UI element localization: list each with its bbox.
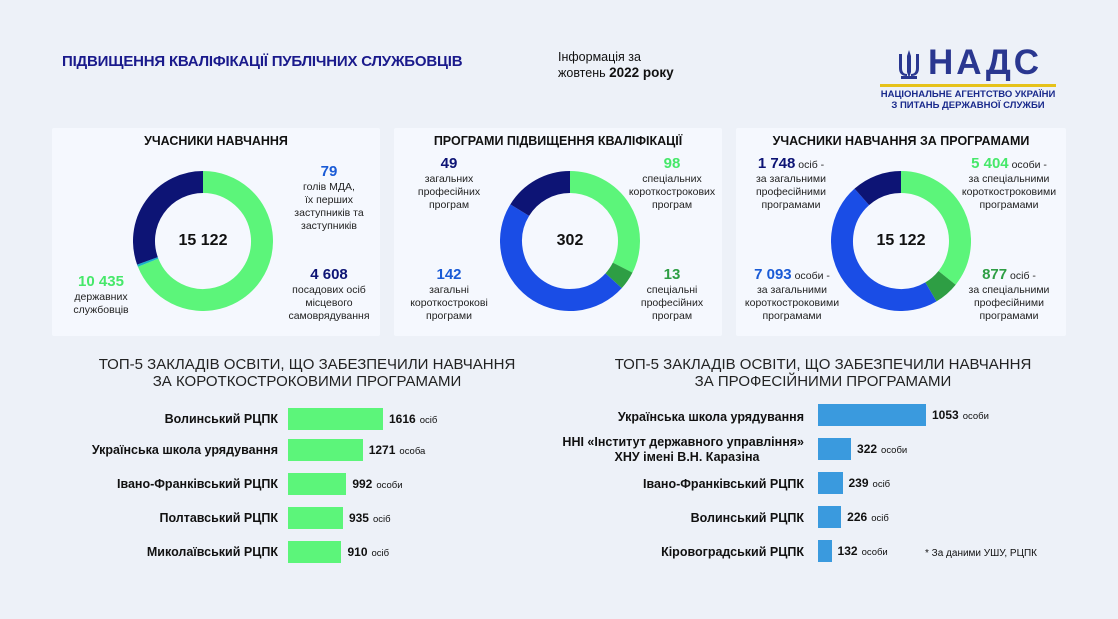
label-1748: 1 748 осіб - за загальними професійними … [755,155,827,211]
bar [288,541,342,563]
bar [818,540,832,562]
panel-title: УЧАСНИКИ НАВЧАННЯ ЗА ПРОГРАМАМИ [772,134,1030,148]
bar2-category: Кіровоградський РЦПК [661,545,804,559]
donut-slice [831,188,937,311]
top5-short-title: ТОП-5 ЗАКЛАДІВ ОСВІТИ, ЩО ЗАБЕЗПЕЧИЛИ НА… [98,356,516,390]
bar [818,438,852,460]
bar2-category: Українська школа урядування [617,410,804,424]
bar1-category: Волинський РЦПК [164,412,278,426]
donut-slice [569,171,640,273]
bar1-category: Полтавський РЦПК [159,511,278,525]
label-13: 13 спеціальні професійних програм [640,266,704,322]
label-7093: 7 093 особи - за загальними короткострок… [744,266,840,322]
donut-total: 302 [556,232,584,249]
bar-value-label: 239 осіб [848,476,891,490]
donut-chart-programs [500,171,640,311]
label-877: 877 осіб - за спеціальними професійними … [968,266,1050,322]
label-5404: 5 404 особи - за спеціальними короткостр… [961,155,1057,211]
label-142: 142 загальні короткострокові програми [410,266,488,322]
label-10435: 10 435 державних службовців [73,273,129,316]
donut-slice [924,270,956,302]
bar [288,439,363,461]
logo-underline [880,84,1056,87]
bar-value-label: 226 осіб [847,510,889,524]
panel-participants: УЧАСНИКИ НАВЧАННЯ 15 122 79 голів МДА, ї… [52,128,380,336]
top5-professional-title: ТОП-5 ЗАКЛАДІВ ОСВІТИ, ЩО ЗАБЕЗПЕЧИЛИ НА… [614,356,1032,390]
donut-slice [510,171,571,217]
bar-value-label: 1616 осіб [389,412,438,426]
panel-title: УЧАСНИКИ НАВЧАННЯ [144,134,288,148]
logo-subtitle: НАЦІОНАЛЬНЕ АГЕНТСТВО УКРАЇНИ З ПИТАНЬ Д… [880,89,1056,111]
donut-slice [900,171,971,285]
report-period: Інформація за жовтень 2022 року [558,49,674,81]
bar [818,472,843,494]
donut-slice [137,257,159,267]
donut-slice [133,171,204,265]
donut-total: 15 122 [178,232,228,249]
bar-value-label: 132 особи [837,544,888,558]
bar-value-label: 935 осіб [348,511,391,525]
trident-icon [899,50,919,79]
info-line2: жовтень 2022 року [558,65,674,80]
label-98: 98 спеціальних короткострокових програм [628,155,716,211]
donut-chart-participants-by-program [831,171,971,311]
panel-title: ПРОГРАМИ ПІДВИЩЕННЯ КВАЛІФІКАЦІЇ [433,134,683,148]
donut-chart-participants [133,171,273,311]
bar2-category: Івано-Франківський РЦПК [642,477,804,491]
bar2-category: Волинський РЦПК [690,511,804,525]
panel-programs: ПРОГРАМИ ПІДВИЩЕННЯ КВАЛІФІКАЦІЇ 302 49 … [394,128,722,336]
label-4608: 4 608 посадових осіб місцевого самовряду… [288,266,370,322]
panel-participants-by-program: УЧАСНИКИ НАВЧАННЯ ЗА ПРОГРАМАМИ 15 122 1… [736,128,1066,336]
bar1-category: Івано-Франківський РЦПК [116,477,278,491]
bar-value-label: 1271 особа [368,443,426,457]
bar-value-label: 992 особи [352,477,403,491]
bar [818,506,842,528]
donut-slice [500,204,622,311]
bar [818,404,926,426]
donut-slice [605,262,633,289]
bar [288,408,383,430]
bar-value-label: 322 особи [857,442,908,456]
bar1-category: Миколаївський РЦПК [146,545,278,559]
donut-slice [137,171,273,311]
label-79: 79 голів МДА, їх перших заступників та з… [294,163,364,232]
bar-value-label: 1053 особи [932,408,989,422]
page-title: ПІДВИЩЕННЯ КВАЛІФІКАЦІЇ ПУБЛІЧНИХ СЛУЖБО… [62,53,463,70]
info-line1: Інформація за [558,50,641,64]
logo-text: НАДС [928,43,1043,82]
bar-value-label: 910 осіб [347,545,390,559]
donut-total: 15 122 [876,232,926,249]
bar2-category: ННІ «Інститут державного управління» ХНУ… [562,435,804,464]
bar [288,507,343,529]
bar [288,473,347,495]
bar1-category: Українська школа урядування [91,443,278,457]
source-note: * За даними УШУ, РЦПК [925,548,1037,559]
donut-slice [854,171,902,206]
label-49: 49 загальних професійних програм [417,155,481,211]
